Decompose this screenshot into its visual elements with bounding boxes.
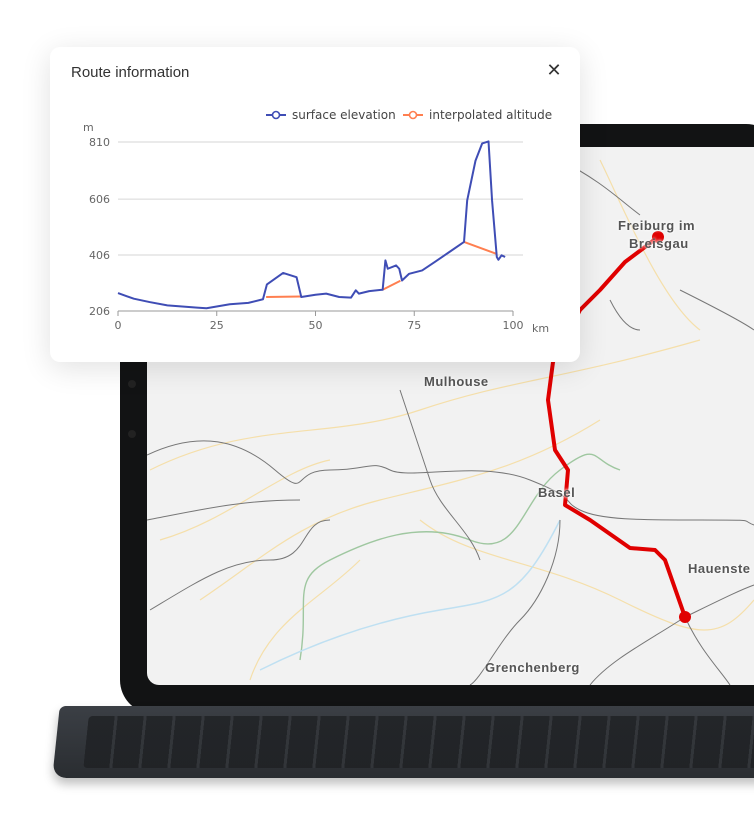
map-layer xyxy=(147,159,754,685)
y-tick-label: 206 xyxy=(89,305,110,318)
keyboard xyxy=(52,706,754,778)
elevation-chart: 206 406 606 810 0 25 50 75 100 km m surface elevat… xyxy=(83,108,552,335)
interpolated-altitude-segment xyxy=(463,240,497,255)
close-icon[interactable]: ✕ xyxy=(546,60,562,81)
tablet-sensor xyxy=(128,430,136,438)
tablet-camera xyxy=(128,380,136,388)
map-label-basel: Basel xyxy=(538,485,576,500)
map-railways xyxy=(147,159,754,685)
y-tick-label: 406 xyxy=(89,249,110,262)
map-label-freiburg: Freiburg im xyxy=(618,218,696,233)
map-rivers xyxy=(259,519,561,671)
route-information-dialog: Route information ✕ 206 406 606 810 0 25 50 75 1… xyxy=(50,47,580,362)
route-line[interactable] xyxy=(546,235,687,618)
map-label-mulhouse: Mulhouse xyxy=(424,374,489,389)
x-tick-label: 75 xyxy=(407,319,421,332)
y-axis-unit: m xyxy=(83,121,94,134)
y-tick-label: 606 xyxy=(89,193,110,206)
route-end-marker[interactable] xyxy=(679,611,691,623)
interpolated-altitude-segment xyxy=(382,279,401,291)
interpolated-altitude-segment xyxy=(266,295,301,299)
map-label-grenchenberg: Grenchenberg xyxy=(485,660,580,675)
route-start-marker[interactable] xyxy=(652,231,664,243)
x-axis-unit: km xyxy=(532,322,549,335)
x-tick-label: 25 xyxy=(210,319,224,332)
legend-surface-elevation-label: surface elevation xyxy=(292,108,396,122)
surface-elevation-line xyxy=(117,140,506,310)
legend-interpolated-altitude-label: interpolated altitude xyxy=(429,108,552,122)
legend-interpolated-altitude-marker xyxy=(408,110,418,120)
map-minor-roads xyxy=(149,159,754,681)
x-tick-label: 0 xyxy=(115,319,122,332)
x-tick-label: 50 xyxy=(309,319,323,332)
x-tick-label: 100 xyxy=(503,319,524,332)
y-tick-label: 810 xyxy=(89,136,110,149)
dialog-title: Route information xyxy=(71,64,190,81)
keyboard-keys xyxy=(83,716,754,768)
map-label-hauenstein: Hauenste xyxy=(688,561,751,576)
legend-surface-elevation-marker xyxy=(271,110,281,120)
map-label-breisgau: Breisgau xyxy=(629,236,689,251)
